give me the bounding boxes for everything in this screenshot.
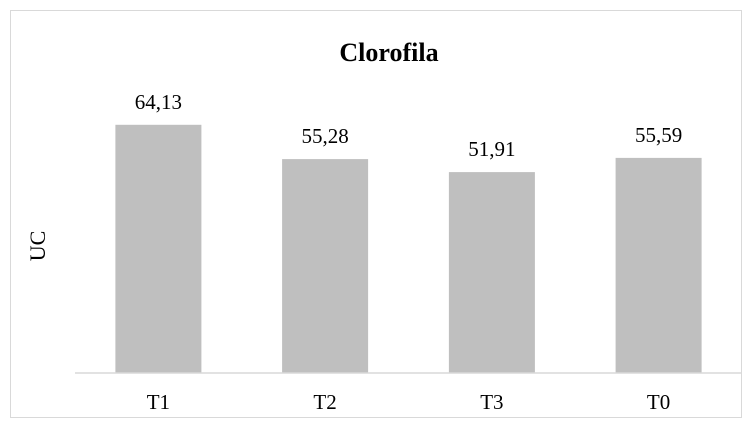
data-label-t3: 51,91 bbox=[468, 137, 515, 161]
y-axis-label: UC bbox=[25, 231, 50, 262]
x-tick-label-t0: T0 bbox=[647, 390, 670, 414]
data-label-t1: 64,13 bbox=[135, 90, 182, 114]
bar-t2 bbox=[282, 159, 369, 373]
bar-t0 bbox=[615, 157, 702, 373]
x-tick-label-t2: T2 bbox=[313, 390, 336, 414]
bar-t3 bbox=[448, 172, 535, 373]
x-tick-label-t1: T1 bbox=[147, 390, 170, 414]
x-tick-label-t3: T3 bbox=[480, 390, 503, 414]
chart-title: Clorofila bbox=[339, 38, 438, 67]
bar-t1 bbox=[115, 124, 202, 373]
bars-group bbox=[115, 124, 702, 373]
x-tick-labels: T1 T2 T3 T0 bbox=[147, 390, 671, 414]
data-label-t0: 55,59 bbox=[635, 123, 682, 147]
data-label-t2: 55,28 bbox=[301, 124, 348, 148]
data-labels: 64,13 55,28 51,91 55,59 bbox=[135, 90, 682, 161]
